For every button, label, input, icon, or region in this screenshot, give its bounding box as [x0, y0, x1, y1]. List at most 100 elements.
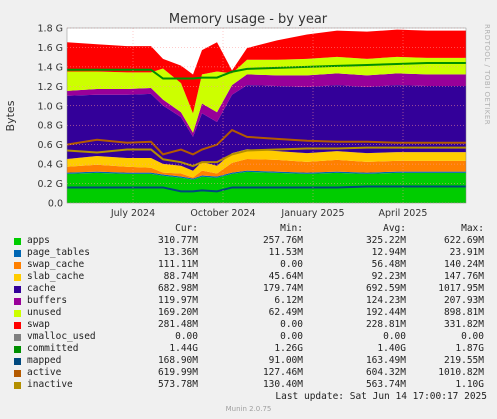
legend-name: swap	[27, 319, 50, 330]
x-tick-label: January 2025	[280, 208, 344, 219]
legend-cur: 13.36M	[163, 247, 198, 258]
legend-cur: 619.99M	[157, 367, 198, 378]
legend-min: 6.12M	[274, 295, 303, 306]
legend-row-swap-cache: swap_cache 111.11M 0.00 56.48M 140.24M	[8, 259, 488, 271]
legend-min: 11.53M	[268, 247, 303, 258]
legend-row-committed: committed 1.44G 1.26G 1.40G 1.87G	[8, 343, 488, 355]
plot-area: 0.0 0.2 G 0.4 G 0.6 G 0.8 G 1.0 G 1.2 G 1.4 G 1.…	[38, 24, 467, 219]
legend-min: 179.74M	[262, 283, 303, 294]
area-swap-cache	[67, 158, 466, 179]
chart-title: Memory usage - by year	[169, 12, 328, 27]
area-unused	[67, 56, 466, 133]
legend-max: 1017.95M	[438, 283, 484, 294]
legend: Cur: Min: Avg: Max: apps 310.77M 257.76M 32…	[8, 223, 488, 391]
legend-name: cache	[27, 283, 56, 294]
legend-max: 622.69M	[443, 235, 484, 246]
legend-min: 45.64M	[268, 271, 303, 282]
legend-row-apps: apps 310.77M 257.76M 325.22M 622.69M	[8, 235, 488, 247]
line-mapped	[67, 185, 466, 193]
legend-name: vmalloc_used	[27, 331, 96, 342]
line-active	[66, 128, 466, 156]
legend-min: 91.00M	[268, 355, 303, 366]
legend-max: 1010.82M	[438, 367, 484, 378]
x-tick-label: October 2024	[190, 208, 255, 219]
line-committed	[67, 62, 466, 80]
side-label: RRDTOOL / TOBI OETIKER	[483, 24, 491, 125]
plot-frame	[66, 27, 467, 204]
area-swap	[67, 29, 466, 114]
legend-name: inactive	[27, 379, 73, 390]
legend-name: buffers	[27, 295, 68, 306]
y-axis-label: Bytes	[4, 100, 17, 131]
y-tick-label: 1.4 G	[38, 62, 64, 73]
legend-avg: 228.81M	[365, 319, 406, 330]
legend-name: unused	[27, 307, 62, 318]
legend-swatch	[14, 262, 21, 269]
last-update: Last update: Sat Jun 14 17:00:17 2025	[275, 391, 487, 402]
legend-swatch	[14, 238, 21, 245]
y-tick-label: 0.8 G	[38, 121, 64, 132]
y-tick-label: 0.4 G	[38, 160, 64, 171]
legend-cur: 281.48M	[157, 319, 198, 330]
legend-row-active: active 619.99M 127.46M 604.32M 1010.82M	[8, 367, 488, 379]
legend-avg: 692.59M	[365, 283, 406, 294]
y-tick-label: 1.8 G	[38, 24, 64, 35]
y-tick-label: 1.2 G	[38, 82, 64, 93]
legend-swatch	[14, 346, 21, 353]
legend-avg: 325.22M	[365, 235, 406, 246]
legend-row-unused: unused 169.20M 62.49M 192.44M 898.81M	[8, 307, 488, 319]
legend-swatch	[14, 286, 21, 293]
area-slab-cache	[67, 149, 466, 178]
legend-avg: 1.40G	[377, 343, 406, 354]
y-tick-label: 1.0 G	[38, 101, 64, 112]
legend-rows: apps 310.77M 257.76M 325.22M 622.69M page_tab…	[8, 235, 488, 391]
x-tick-label: July 2024	[110, 208, 155, 219]
legend-min: 1.26G	[274, 343, 303, 354]
area-page-tables	[67, 170, 466, 180]
legend-swatch	[14, 382, 21, 389]
legend-name: committed	[27, 343, 79, 354]
legend-name: swap_cache	[27, 259, 85, 270]
legend-swatch	[14, 358, 21, 365]
legend-cur: 111.11M	[157, 259, 198, 270]
legend-avg: 124.23M	[365, 295, 406, 306]
legend-max: 219.55M	[443, 355, 484, 366]
legend-cur: 88.74M	[163, 271, 198, 282]
legend-min: 0.00	[280, 319, 303, 330]
legend-max: 331.82M	[443, 319, 484, 330]
legend-avg: 563.74M	[365, 379, 406, 390]
legend-avg: 12.94M	[371, 247, 406, 258]
legend-min: 257.76M	[262, 235, 303, 246]
legend-cur: 1.44G	[169, 343, 198, 354]
legend-max: 1.87G	[455, 343, 484, 354]
legend-cur: 310.77M	[157, 235, 198, 246]
legend-row-vmalloc-used: vmalloc_used 0.00 0.00 0.00 0.00	[8, 331, 488, 343]
header-avg: Avg:	[383, 223, 406, 234]
munin-version: Munin 2.0.75	[225, 405, 272, 413]
area-cache	[67, 85, 466, 171]
legend-min: 0.00	[280, 331, 303, 342]
header-min: Min:	[280, 223, 303, 234]
legend-cur: 682.98M	[157, 283, 198, 294]
y-tick-label: 0.6 G	[38, 140, 64, 151]
legend-row-swap: swap 281.48M 0.00 228.81M 331.82M	[8, 319, 488, 331]
legend-row-cache: cache 682.98M 179.74M 692.59M 1017.95M	[8, 283, 488, 295]
legend-name: page_tables	[27, 247, 90, 258]
legend-min: 0.00	[280, 259, 303, 270]
legend-avg: 192.44M	[365, 307, 406, 318]
legend-swatch	[14, 298, 21, 305]
legend-max: 898.81M	[443, 307, 484, 318]
legend-swatch	[14, 370, 21, 377]
legend-min: 130.40M	[262, 379, 303, 390]
y-tick-label: 0.0	[48, 199, 63, 210]
legend-row-page-tables: page_tables 13.36M 11.53M 12.94M 23.91M	[8, 247, 488, 259]
legend-swatch	[14, 334, 21, 341]
y-tick-label: 1.6 G	[38, 43, 64, 54]
legend-swatch	[14, 310, 21, 317]
legend-header: Cur: Min: Avg: Max:	[8, 223, 488, 235]
legend-max: 1.10G	[455, 379, 484, 390]
legend-row-buffers: buffers 119.97M 6.12M 124.23M 207.93M	[8, 295, 488, 307]
legend-swatch	[14, 250, 21, 257]
legend-min: 62.49M	[268, 307, 303, 318]
legend-swatch	[14, 322, 21, 329]
